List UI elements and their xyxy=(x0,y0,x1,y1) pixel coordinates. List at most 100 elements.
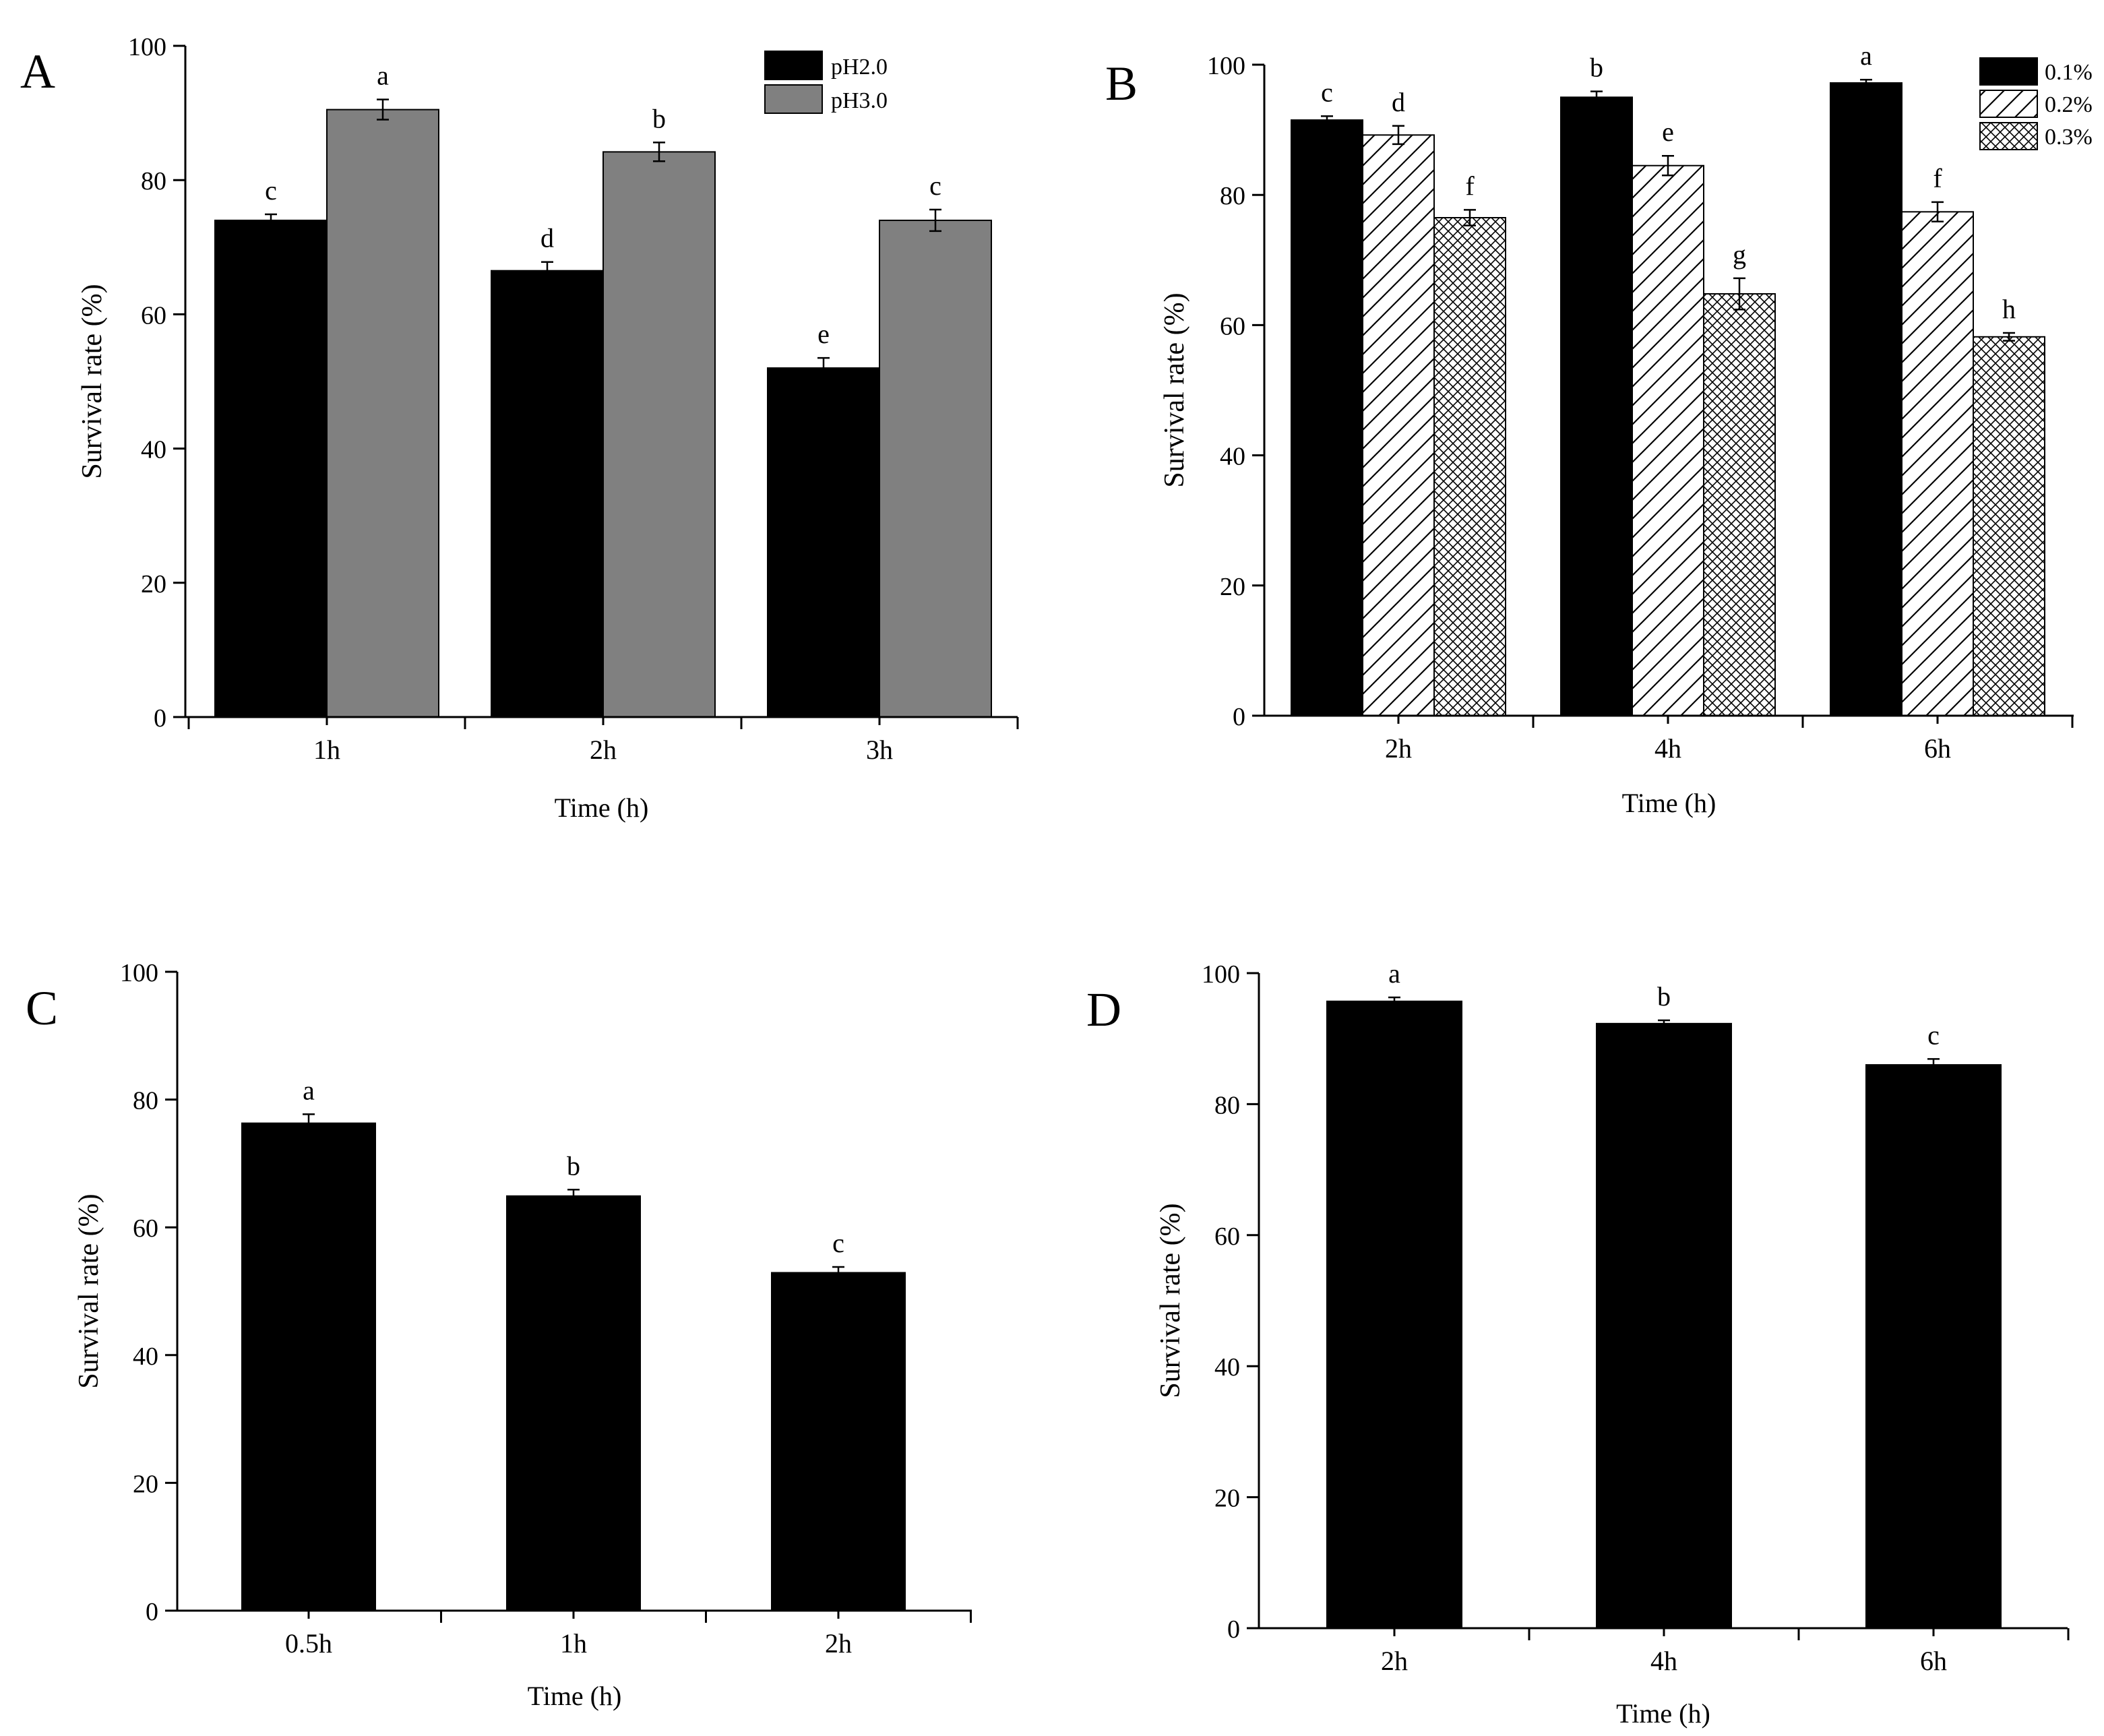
error-bar xyxy=(377,98,389,121)
error-bar xyxy=(929,208,941,232)
panel-label: A xyxy=(20,44,55,98)
significance-letter: a xyxy=(1860,40,1872,71)
x-tick-label: 2h xyxy=(590,735,617,765)
legend: pH2.0 pH3.0 xyxy=(764,51,888,114)
error-bar xyxy=(303,1113,315,1134)
x-tick-label: 6h xyxy=(1920,1646,1947,1676)
significance-letter: a xyxy=(377,61,389,91)
bar xyxy=(1362,134,1435,716)
error-bar xyxy=(1388,996,1400,1006)
panel-a: Ac d e a b c 0 20 40 60 80 100 1h 2h 3h Time (h) Surviva… xyxy=(20,33,1019,823)
y-tick-label: 40 xyxy=(141,436,166,464)
significance-letter: e xyxy=(1662,117,1674,147)
y-tick-label: 100 xyxy=(120,959,158,987)
error-bar xyxy=(817,356,830,379)
y-tick-label: 60 xyxy=(133,1214,158,1243)
legend-label: 0.2% xyxy=(2045,92,2093,117)
x-tick-label: 2h xyxy=(1381,1646,1408,1676)
x-axis-title: Time (h) xyxy=(1616,1698,1710,1729)
significance-letter: d xyxy=(540,223,554,253)
error-bar xyxy=(832,1266,844,1280)
significance-letter: c xyxy=(929,170,941,201)
panel-label: D xyxy=(1086,983,1121,1036)
x-tick-label: 6h xyxy=(1924,733,1951,764)
error-bar xyxy=(1464,209,1476,226)
bar xyxy=(491,270,604,718)
significance-letter: f xyxy=(1933,163,1942,193)
significance-letter: a xyxy=(1388,958,1400,989)
bar xyxy=(1703,293,1776,717)
y-tick-label: 40 xyxy=(133,1342,158,1371)
x-axis-title: Time (h) xyxy=(555,793,649,823)
bar xyxy=(879,219,992,718)
y-tick-label: 20 xyxy=(141,570,166,598)
legend: 0.1% 0.2% 0.3% xyxy=(1979,57,2093,150)
y-tick-label: 40 xyxy=(1214,1353,1240,1382)
y-tick-label: 60 xyxy=(1214,1222,1240,1251)
x-tick-label: 3h xyxy=(866,735,893,765)
error-bar xyxy=(541,261,553,280)
error-bar xyxy=(1733,277,1745,311)
y-tick-label: 100 xyxy=(1207,52,1245,80)
y-tick-label: 0 xyxy=(1227,1615,1240,1644)
bar xyxy=(326,108,439,718)
legend-label: pH2.0 xyxy=(831,55,888,80)
error-bar xyxy=(653,142,665,162)
legend-swatch xyxy=(1979,90,2038,118)
error-bar xyxy=(1321,115,1333,125)
significance-letter: c xyxy=(1927,1020,1940,1050)
bar xyxy=(771,1272,906,1612)
y-tick-label: 80 xyxy=(1220,182,1245,210)
legend-label: 0.1% xyxy=(2045,60,2093,85)
significance-letter: a xyxy=(303,1075,315,1105)
y-tick-label: 60 xyxy=(141,301,166,330)
x-tick-label: 1h xyxy=(560,1628,587,1658)
bar xyxy=(214,219,328,718)
panel-label: C xyxy=(26,981,58,1035)
y-tick-label: 0 xyxy=(146,1598,158,1626)
x-tick-label: 1h xyxy=(313,735,340,765)
error-bar xyxy=(1931,201,1944,223)
bar xyxy=(602,151,716,718)
bar xyxy=(1973,336,2045,716)
bar xyxy=(1596,1022,1732,1629)
x-tick-label: 4h xyxy=(1654,733,1681,764)
error-bar xyxy=(1590,90,1603,104)
bar xyxy=(241,1122,376,1611)
bar xyxy=(1560,96,1633,717)
error-bar xyxy=(1927,1058,1940,1072)
legend-swatch xyxy=(1979,57,2038,86)
y-tick-label: 60 xyxy=(1220,312,1245,340)
y-axis-title: Survival rate (%) xyxy=(1155,1203,1186,1398)
significance-letter: f xyxy=(1465,170,1475,201)
error-bar xyxy=(1662,154,1674,177)
bar xyxy=(1830,82,1902,717)
legend-swatch xyxy=(764,84,823,114)
y-tick-label: 40 xyxy=(1220,443,1245,471)
bar xyxy=(1433,217,1506,716)
legend-swatch xyxy=(1979,122,2038,150)
error-bar xyxy=(1860,78,1872,88)
bar xyxy=(1901,211,1974,717)
significance-letter: d xyxy=(1392,87,1405,117)
significance-letter: b xyxy=(652,103,666,133)
y-tick-label: 0 xyxy=(1233,703,1245,731)
error-bar xyxy=(567,1189,580,1204)
y-tick-label: 80 xyxy=(133,1087,158,1115)
bar xyxy=(767,367,880,718)
bar xyxy=(1632,164,1704,717)
significance-letter: b xyxy=(1590,53,1603,83)
significance-letter: c xyxy=(1321,77,1333,107)
bar xyxy=(1865,1064,2002,1629)
x-tick-label: 4h xyxy=(1650,1646,1677,1676)
y-axis-title: Survival rate (%) xyxy=(1159,292,1190,487)
y-tick-label: 0 xyxy=(154,704,166,733)
panel-d: Da b c 0 20 40 60 80 100 2h 4h 6h Time (h) Survival r… xyxy=(1086,958,2070,1729)
y-axis-title: Survival rate (%) xyxy=(77,284,108,478)
significance-letter: b xyxy=(1657,981,1671,1012)
y-tick-label: 20 xyxy=(1220,573,1245,601)
y-tick-label: 100 xyxy=(1202,960,1240,989)
bar xyxy=(1326,1000,1462,1629)
